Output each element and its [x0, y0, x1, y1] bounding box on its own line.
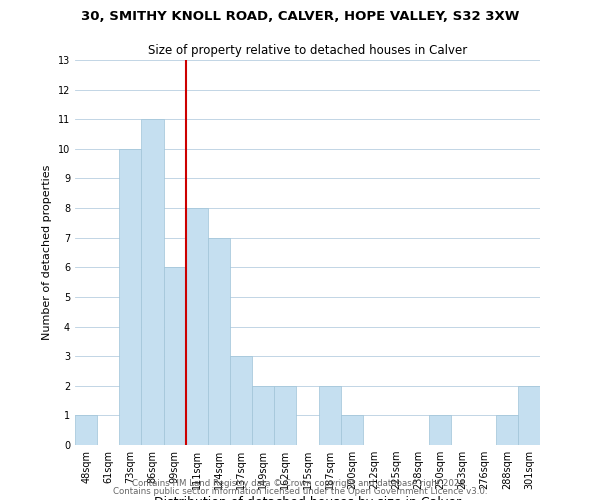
Bar [341, 416, 363, 445]
Text: Contains public sector information licensed under the Open Government Licence v3: Contains public sector information licen… [113, 487, 487, 496]
Bar [164, 268, 186, 445]
Bar [429, 416, 451, 445]
Bar [252, 386, 274, 445]
Bar [319, 386, 341, 445]
X-axis label: Distribution of detached houses by size in Calver: Distribution of detached houses by size … [154, 496, 461, 500]
Bar [274, 386, 296, 445]
Y-axis label: Number of detached properties: Number of detached properties [42, 165, 52, 340]
Bar [518, 386, 540, 445]
Bar [230, 356, 252, 445]
Text: Contains HM Land Registry data © Crown copyright and database right 2024.: Contains HM Land Registry data © Crown c… [132, 478, 468, 488]
Bar [75, 416, 97, 445]
Bar [142, 119, 164, 445]
Bar [119, 149, 142, 445]
Bar [496, 416, 518, 445]
Bar [186, 208, 208, 445]
Text: 30, SMITHY KNOLL ROAD, CALVER, HOPE VALLEY, S32 3XW: 30, SMITHY KNOLL ROAD, CALVER, HOPE VALL… [81, 10, 519, 23]
Title: Size of property relative to detached houses in Calver: Size of property relative to detached ho… [148, 44, 467, 58]
Bar [208, 238, 230, 445]
